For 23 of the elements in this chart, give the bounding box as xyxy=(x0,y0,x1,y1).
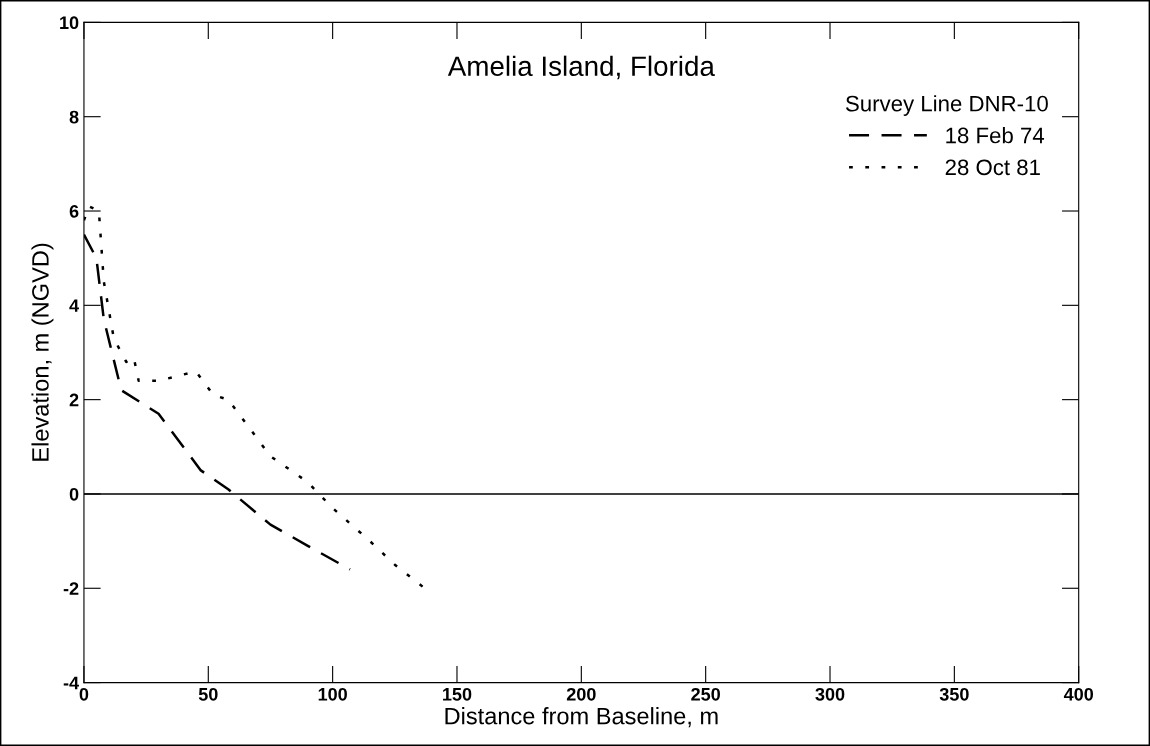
y-tick-label: -2 xyxy=(63,582,79,595)
x-tick-label: 400 xyxy=(1063,687,1094,701)
x-axis-title: Distance from Baseline, m xyxy=(445,707,718,728)
legend-title: Survey Line DNR-10 xyxy=(845,95,1048,116)
x-tick-label: 50 xyxy=(198,687,218,701)
x-tick-label: 150 xyxy=(443,687,472,701)
y-tick-label: -4 xyxy=(63,676,79,690)
x-tick-label: 0 xyxy=(79,687,89,701)
legend-label: 28 Oct 81 xyxy=(945,159,1040,176)
y-tick-label: 2 xyxy=(69,393,79,407)
y-tick-label: 8 xyxy=(69,110,79,124)
x-tick-label: 200 xyxy=(566,687,596,701)
x-tick-label: 300 xyxy=(815,687,845,701)
y-axis-title: Elevation, m (NGVD) xyxy=(31,243,54,461)
x-tick-label: 250 xyxy=(691,687,720,701)
y-tick-label: 6 xyxy=(69,204,79,218)
legend-label: 18 Feb 74 xyxy=(946,127,1045,144)
x-tick-label: 350 xyxy=(939,687,969,701)
x-tick-label: 100 xyxy=(318,687,347,701)
y-tick-label: 4 xyxy=(69,299,79,312)
text: Amelia Island, Florida xyxy=(447,55,715,80)
y-tick-label: 10 xyxy=(60,16,79,30)
y-tick-label: 0 xyxy=(69,487,79,501)
